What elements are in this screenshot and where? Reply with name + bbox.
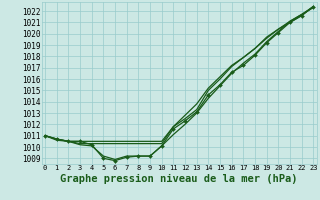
X-axis label: Graphe pression niveau de la mer (hPa): Graphe pression niveau de la mer (hPa) [60,174,298,184]
